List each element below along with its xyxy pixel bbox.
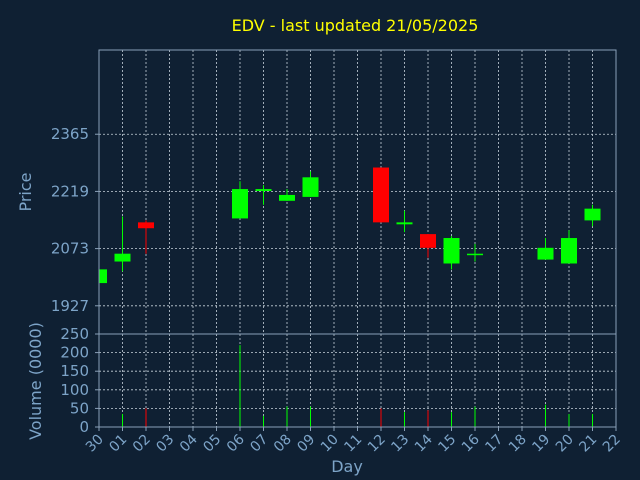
price-axis-label: Price: [16, 172, 35, 211]
x-tick-label: 08: [271, 432, 295, 456]
candle-body: [561, 238, 577, 264]
candle-body: [302, 177, 319, 197]
candles: [98, 167, 601, 284]
candle-body: [138, 222, 154, 229]
price-tick-label: 2365: [51, 125, 89, 143]
x-tick-label: 11: [341, 432, 365, 456]
x-tick-label: 09: [294, 432, 318, 456]
volume-tick-label: 0: [79, 418, 89, 436]
volume-tick-label: 250: [60, 325, 89, 343]
volume-grid: [99, 334, 616, 427]
x-tick-label: 19: [529, 432, 553, 456]
chart-title: EDV - last updated 21/05/2025: [232, 16, 479, 35]
price-axis: 1927 2073 2219 2365: [51, 125, 99, 315]
price-tick-label: 1927: [51, 297, 89, 315]
x-tick-label: 03: [153, 432, 177, 456]
x-tick-label: 20: [553, 432, 577, 456]
x-axis: 30 01 02 03 04 05 06 07 08 09 10 11 12 13 14 15 16 17 18 19…: [83, 427, 624, 455]
price-grid: [99, 50, 616, 334]
x-tick-label: 16: [459, 431, 483, 455]
x-tick-label: 18: [506, 432, 530, 456]
candle-body: [584, 208, 601, 221]
candle-body: [99, 269, 107, 284]
volume-tick-label: 150: [60, 362, 89, 380]
x-tick-label: 01: [106, 432, 130, 456]
price-tick-label: 2073: [51, 240, 89, 258]
x-tick-label: 15: [435, 432, 459, 456]
candle-body: [443, 238, 460, 264]
x-tick-label: 21: [576, 432, 600, 456]
volume-bars: [122, 345, 593, 427]
x-tick-label: 13: [388, 432, 412, 456]
volume-panel-frame: [98, 333, 617, 428]
x-tick-label: 17: [482, 432, 506, 456]
x-tick-label: 02: [130, 432, 154, 456]
x-tick-label: 07: [247, 432, 271, 456]
volume-tick-label: 50: [70, 399, 89, 417]
x-tick-label: 14: [412, 431, 436, 455]
candle-body: [232, 189, 248, 219]
volume-tick-label: 200: [60, 344, 89, 362]
candle-body: [373, 167, 389, 223]
volume-tick-label: 100: [60, 381, 89, 399]
x-tick-label: 05: [200, 432, 224, 456]
x-tick-label: 22: [600, 432, 624, 456]
candle-body: [467, 253, 483, 256]
x-axis-label: Day: [331, 457, 363, 476]
volume-axis-label: Volume (0000): [26, 322, 45, 440]
x-tick-label: 10: [318, 432, 342, 456]
candle-body: [537, 247, 554, 260]
candle-body: [114, 253, 131, 262]
candle-body: [279, 194, 295, 201]
x-tick-label: 04: [177, 431, 201, 455]
price-tick-label: 2219: [51, 182, 89, 200]
candle-body: [396, 222, 413, 225]
x-tick-label: 12: [365, 432, 389, 456]
candle-body: [420, 234, 436, 248]
candle-body: [255, 189, 272, 192]
x-tick-label: 06: [224, 431, 248, 455]
